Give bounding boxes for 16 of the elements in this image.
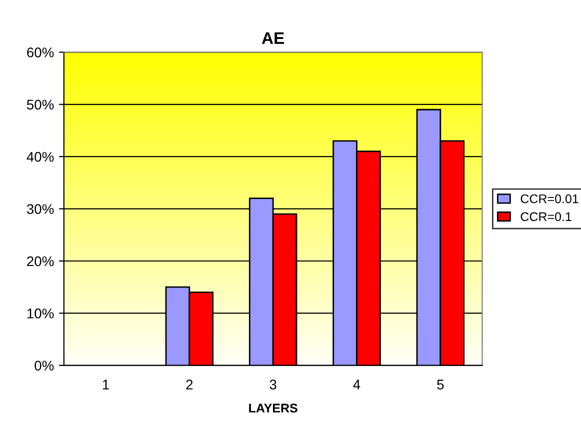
y-tick-label: 60% (27, 48, 54, 58)
y-tick-label: 50% (26, 100, 54, 110)
x-tick-label: 1 (102, 380, 109, 390)
legend-label: CCR=0.01 (520, 194, 578, 204)
y-tick-label: 0% (34, 360, 54, 371)
legend-label: CCR=0.1 (520, 212, 572, 222)
x-tick-label: 4 (353, 380, 360, 390)
x-tick-label: 5 (437, 380, 444, 390)
x-tick-label: 3 (270, 380, 276, 390)
x-axis-title: LAYERS (249, 404, 298, 413)
y-tick-label: 20% (27, 256, 54, 266)
y-tick-label: 40% (26, 152, 54, 162)
x-tick-label: 2 (186, 380, 193, 390)
y-tick-label: 30% (26, 204, 54, 214)
y-tick-label: 10% (27, 308, 54, 318)
chart-title: AE (262, 32, 284, 44)
